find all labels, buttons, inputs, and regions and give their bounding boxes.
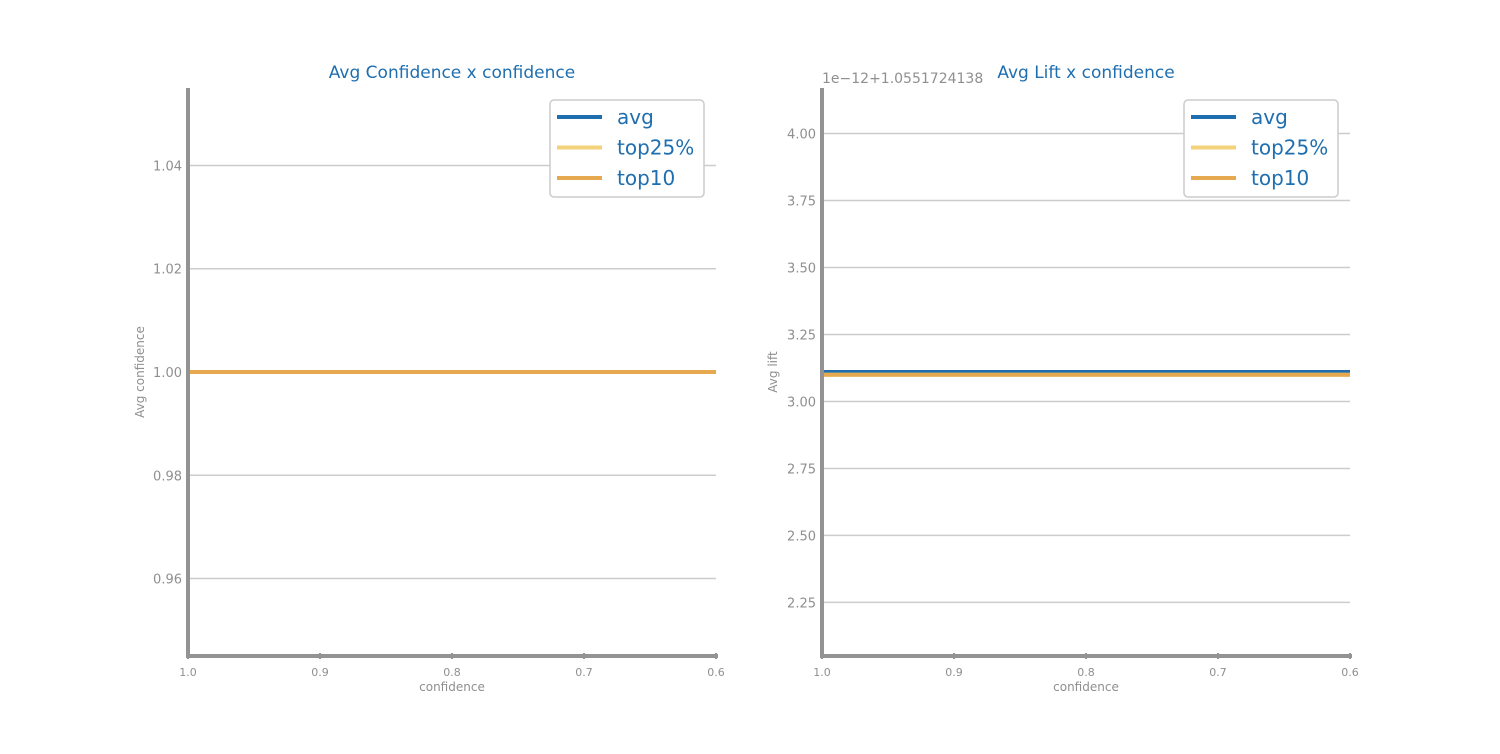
x-axis-label: confidence [419, 680, 485, 694]
legend-label: avg [1251, 105, 1288, 129]
y-tick-label: 3.00 [787, 395, 816, 410]
x-tick-label: 1.0 [179, 666, 197, 679]
legend-box [1183, 99, 1339, 198]
y-tick-label: 1.02 [153, 263, 182, 278]
legend-label: top10 [1251, 166, 1309, 190]
x-tick-label: 0.7 [575, 666, 593, 679]
y-offset-text: 1e−12+1.0551724138 [822, 71, 983, 87]
x-axis-label: confidence [1053, 680, 1119, 694]
chart-title: Avg Confidence x confidence [329, 63, 575, 83]
x-tick-label: 0.9 [311, 666, 329, 679]
legend-label: top25% [1251, 136, 1328, 160]
chart-panel-2: 2.25 2.50 2.75 3.00 3.25 3.50 3.75 4.00 1.0 0.9 0.… [766, 63, 1359, 694]
y-tick-label: 2.50 [787, 529, 816, 544]
legend-label: avg [617, 105, 654, 129]
y-axis-label: Avg confidence [133, 326, 147, 418]
y-tick-label: 4.00 [787, 128, 816, 143]
legend-box [549, 99, 705, 198]
legend-label: top10 [617, 166, 675, 190]
legend: avg top25% top10 [1183, 99, 1339, 198]
y-tick-label: 3.75 [787, 195, 816, 210]
y-tick-label: 2.75 [787, 462, 816, 477]
y-axis-label: Avg lift [766, 351, 780, 393]
legend: avg top25% top10 [549, 99, 705, 198]
y-tick-label: 0.98 [153, 469, 182, 484]
y-tick-label: 3.25 [787, 328, 816, 343]
x-tick-label: 0.6 [1341, 666, 1359, 679]
y-tick-label: 1.00 [153, 366, 182, 381]
x-tick-label: 0.8 [1077, 666, 1095, 679]
y-tick-label: 1.04 [153, 159, 182, 174]
y-tick-label: 0.96 [153, 573, 182, 588]
x-tick-label: 0.7 [1209, 666, 1227, 679]
chart-title: Avg Lift x confidence [997, 63, 1174, 83]
x-tick-label: 0.9 [945, 666, 963, 679]
y-tick-label: 3.50 [787, 262, 816, 277]
legend-label: top25% [617, 136, 694, 160]
y-tick-label: 2.25 [787, 596, 816, 611]
x-tick-label: 0.6 [707, 666, 725, 679]
chart-panel-1: 0.96 0.98 1.00 1.02 1.04 1.0 0.9 0.8 0.7 0.6 Avg C… [133, 63, 725, 694]
x-tick-label: 0.8 [443, 666, 461, 679]
x-tick-label: 1.0 [813, 666, 831, 679]
